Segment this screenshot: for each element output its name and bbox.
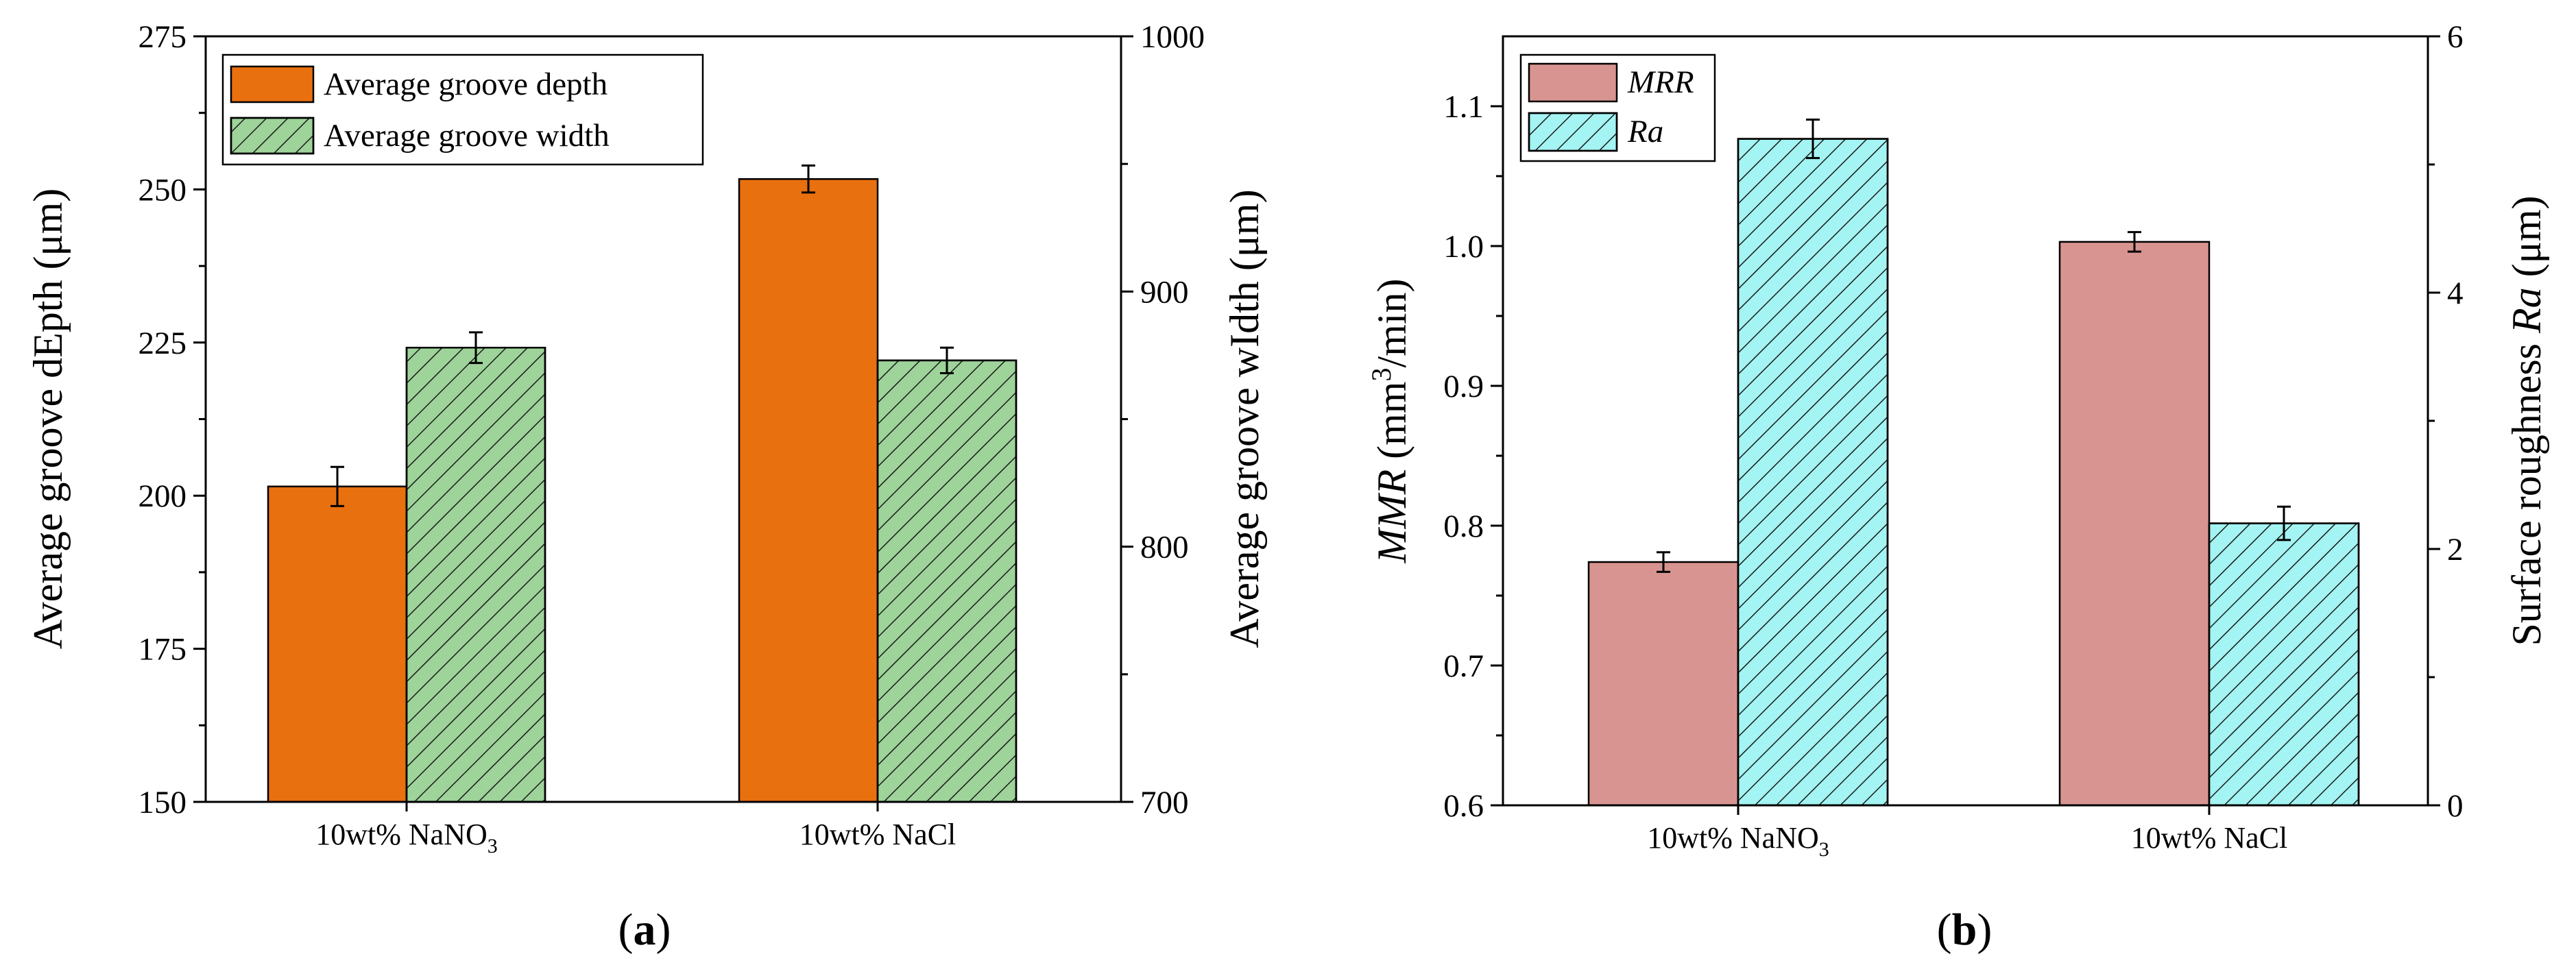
y-right-tick-label: 2	[2447, 532, 2464, 567]
panel-letter: a	[634, 905, 656, 955]
y-axis-left-label: MMR (mm3/min)	[1366, 279, 1415, 564]
legend-label-mrr: MRR	[1627, 64, 1694, 100]
panel-paren-open: (	[618, 905, 634, 955]
bar-primary-1	[738, 178, 879, 803]
panel-letter: b	[1952, 905, 1977, 955]
y-left-tick-label: 1.0	[1443, 229, 1484, 265]
chart-panel-a: 150 175 200 225 250 275 700 800 900 1000 10wt% NaN…	[25, 19, 1267, 955]
legend-swatch-depth	[230, 65, 315, 103]
panel-paren-open: (	[1937, 905, 1952, 955]
y-right-tick-label: 900	[1140, 274, 1189, 310]
y-right-tick-label: 0	[2447, 788, 2464, 824]
x-tick-label-text: 10wt% NaNO	[315, 818, 487, 851]
legend-label-ra: Ra	[1627, 114, 1663, 149]
panel-label-a: (a)	[618, 905, 671, 955]
bar-primary-1	[2058, 241, 2211, 807]
y-left-tick-label: 225	[139, 326, 187, 361]
legend-swatch-width-hatch	[230, 117, 315, 155]
y-left-tick-label: 175	[139, 632, 187, 668]
y-left-tick-label: 250	[139, 172, 187, 208]
y-axis-left-label: Average groove dEpth (μm)	[25, 188, 71, 649]
y-label-tail: /min)	[1369, 279, 1415, 368]
x-tick-label-text: 10wt% NaCl	[799, 818, 956, 851]
legend-label-width: Average groove width	[324, 118, 610, 154]
x-tick-label: 10wt% NaNO3	[1647, 821, 1829, 861]
y-left-tick-label: 0.9	[1443, 369, 1484, 404]
y-axis-right-label: Surface roughness Ra (μm)	[2504, 195, 2549, 646]
x-tick-label: 10wt% NaCl	[2131, 821, 2288, 855]
legend: Average groove depth Average groove width	[221, 53, 704, 166]
y-right-tick-label: 4	[2447, 276, 2464, 311]
panel-label-b: (b)	[1937, 905, 1993, 955]
legend-label-depth: Average groove depth	[324, 66, 607, 102]
bar-primary-0	[267, 485, 408, 803]
panel-paren-close: )	[656, 905, 671, 955]
y-right-tick-label: 6	[2447, 19, 2464, 55]
x-tick-label-text: 10wt% NaCl	[2131, 821, 2288, 855]
y-left-tick-label: 0.8	[1443, 509, 1484, 544]
x-tick-label: 10wt% NaNO3	[315, 818, 498, 857]
x-tick-label-text: 10wt% NaNO	[1647, 821, 1819, 855]
legend-swatch-ra-hatch	[1528, 112, 1618, 152]
y-label-tail: (μm)	[2504, 195, 2549, 287]
legend: MRR Ra	[1519, 53, 1716, 162]
x-tick-label-subscript: 3	[1819, 838, 1829, 861]
y-label-plain: Surface roughness	[2504, 333, 2549, 646]
y-left-tick-label: 1.1	[1443, 89, 1484, 125]
y-left-tick-label: 150	[139, 785, 187, 820]
y-right-tick-label: 800	[1140, 530, 1189, 565]
y-axis-right-label: Average groove wIdth (μm)	[1222, 189, 1267, 648]
y-left-tick-label: 275	[139, 19, 187, 55]
y-label-superscript: 3	[1366, 368, 1397, 382]
y-label-italic: Ra	[2504, 287, 2549, 334]
bar-hatch-overlay-0	[1737, 138, 1889, 807]
bar-hatch-overlay-1	[2208, 522, 2360, 807]
y-left-tick-label: 0.6	[1443, 788, 1484, 824]
legend-swatch-mrr	[1528, 62, 1618, 103]
bar-primary-0	[1587, 561, 1740, 807]
bar-hatch-overlay-0	[405, 346, 546, 803]
x-tick-label: 10wt% NaCl	[799, 818, 956, 851]
bar-hatch-overlay-1	[876, 359, 1018, 803]
x-tick-label-subscript: 3	[487, 835, 498, 857]
y-left-tick-label: 0.7	[1443, 648, 1484, 684]
panel-paren-close: )	[1977, 905, 1992, 955]
y-label-plain: (mm	[1369, 382, 1415, 469]
y-right-tick-label: 700	[1140, 785, 1189, 820]
y-right-tick-label: 1000	[1140, 19, 1205, 55]
y-left-tick-label: 200	[139, 478, 187, 514]
y-label-italic: MMR	[1369, 469, 1415, 564]
